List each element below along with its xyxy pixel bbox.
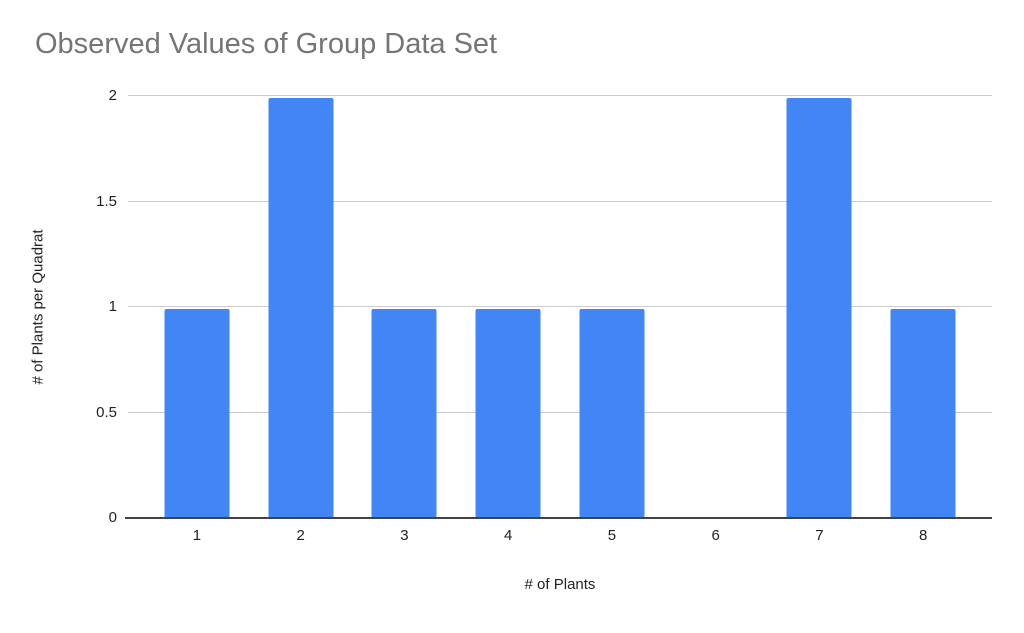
bar-slot <box>249 96 353 518</box>
gridline <box>128 411 992 413</box>
bar <box>579 309 645 518</box>
x-tick-label: 6 <box>711 527 720 544</box>
bar <box>890 309 956 518</box>
x-tick-label: 1 <box>192 527 202 544</box>
x-axis-tick-labels: 1 2 3 4 5 6 7 8 <box>128 527 992 544</box>
bar-slot <box>560 96 664 518</box>
x-tick-label: 3 <box>400 527 409 544</box>
y-axis-tick-labels: 0 0.5 1 1.5 2 <box>0 87 117 526</box>
x-tick-label: 4 <box>503 527 513 544</box>
bar <box>268 98 334 518</box>
x-axis-baseline <box>125 517 992 519</box>
bar-slot <box>871 96 975 518</box>
x-tick-label: 2 <box>296 527 305 544</box>
gridline <box>128 306 992 307</box>
bar-slot <box>353 96 457 518</box>
x-tick-label: 5 <box>607 527 617 544</box>
bar <box>786 98 852 518</box>
y-tick-label: 1 <box>108 298 117 315</box>
y-tick-label: 0 <box>108 509 117 526</box>
gridline <box>128 95 992 96</box>
y-tick-label: 0.5 <box>96 403 117 421</box>
y-tick-label: 2 <box>108 87 117 104</box>
bar <box>164 309 230 518</box>
x-axis-title: # of Plants <box>524 576 596 593</box>
plot-area <box>125 95 992 519</box>
x-tick-label: 8 <box>918 527 928 544</box>
bar <box>475 309 541 518</box>
gridline <box>128 200 992 202</box>
bar-slot <box>456 96 560 518</box>
bar-slot <box>664 96 768 518</box>
chart-title: Observed Values of Group Data Set <box>35 28 498 60</box>
bar-slot <box>145 96 249 518</box>
bar-slot <box>768 96 872 518</box>
bars-row <box>128 96 992 518</box>
y-tick-label: 1.5 <box>96 192 117 210</box>
bar <box>371 309 437 518</box>
x-tick-label: 7 <box>815 527 824 544</box>
